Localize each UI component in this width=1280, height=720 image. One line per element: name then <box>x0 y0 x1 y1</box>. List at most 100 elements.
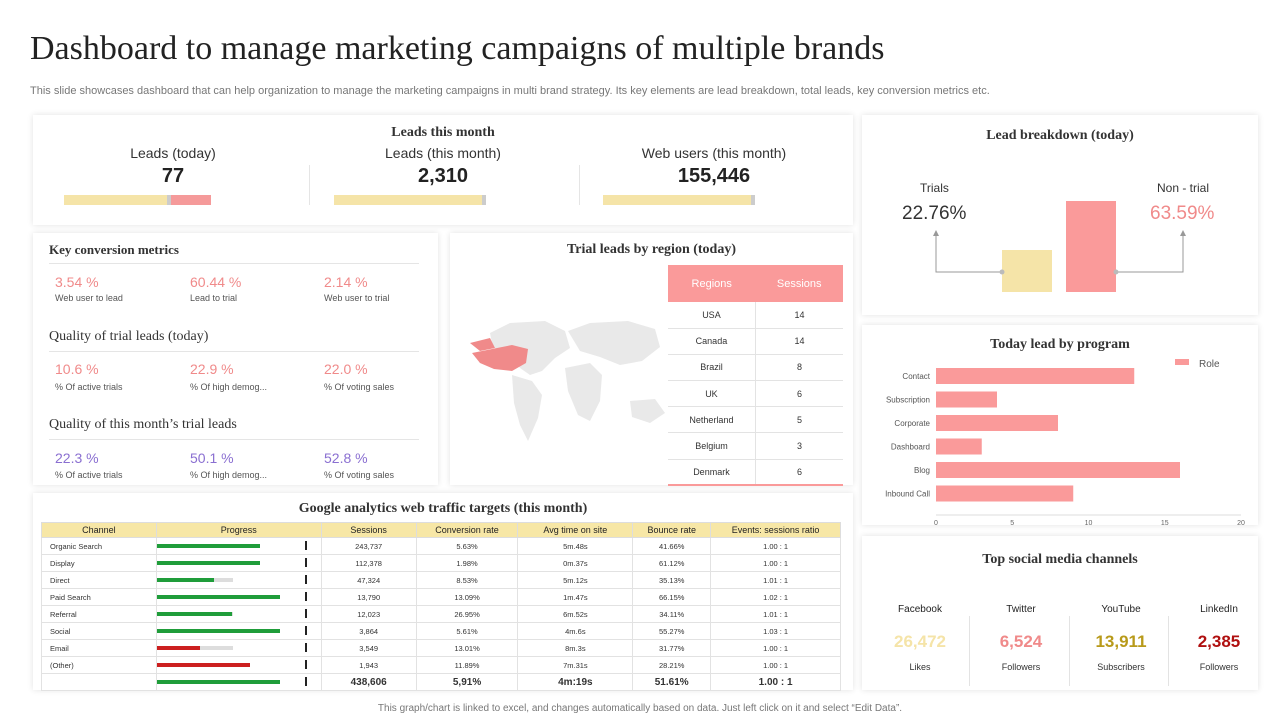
progress-bar <box>156 674 307 690</box>
progress-cell <box>155 673 322 691</box>
kpi-bar-marker <box>482 195 486 205</box>
column-header: Progress <box>155 522 322 538</box>
bar-dashboard <box>936 438 982 455</box>
table-row: Social 3,864 5.61% 4m.6s 55.27% 1.03 : 1 <box>41 622 841 640</box>
channel-cell: Display <box>41 554 157 572</box>
africa-region <box>565 363 602 421</box>
category-label: Dashboard <box>891 443 930 452</box>
progress-cell <box>155 639 322 657</box>
eurasia-region <box>568 321 660 365</box>
table-row: Direct 47,324 8.53% 5m.12s 35.13% 1.01 : 1 <box>41 571 841 589</box>
sessions-cell: 3,864 <box>320 622 417 640</box>
conversion-cell: 8.53% <box>415 571 519 589</box>
region-name: Belgium <box>668 432 756 460</box>
sessions-cell: 112,378 <box>320 554 417 572</box>
bounce-cell: 31.77% <box>632 639 712 657</box>
page-subtitle: This slide showcases dashboard that can … <box>30 85 990 97</box>
category-label: Corporate <box>894 419 930 428</box>
column-header: Sessions <box>755 265 843 302</box>
nontrial-connector <box>1116 233 1184 273</box>
progress-cell <box>155 656 322 674</box>
kpi-bar-web-users <box>603 195 751 205</box>
category-label: Blog <box>914 466 930 475</box>
divider <box>1069 616 1070 686</box>
target-marker <box>304 660 307 669</box>
target-marker <box>304 609 307 618</box>
progress-bar <box>156 538 307 554</box>
region-sessions: 6 <box>755 380 843 408</box>
target-marker <box>304 626 307 635</box>
social-card: Top social media channels Facebook 26,47… <box>862 536 1258 690</box>
legend-label: Role <box>1199 359 1220 370</box>
bounce-cell: 61.12% <box>632 554 712 572</box>
target-marker <box>304 592 307 601</box>
divider <box>49 439 419 440</box>
social-title: Top social media channels <box>982 552 1138 567</box>
trials-label: Trials <box>920 181 949 195</box>
sessions-cell: 243,737 <box>320 537 417 555</box>
metric-label: % Of high demog... <box>190 382 268 392</box>
ratio-cell: 1.00 : 1 <box>710 656 841 674</box>
quality-month-title: Quality of this month’s trial leads <box>49 417 237 432</box>
table-row: Brazil 8 <box>668 354 843 382</box>
progress-fill <box>156 544 261 548</box>
channel-cell: Direct <box>41 571 157 589</box>
channel-cell: Social <box>41 622 157 640</box>
analytics-card: Google analytics web traffic targets (th… <box>33 493 853 691</box>
divider <box>969 616 970 686</box>
conversion-cell: 26.95% <box>415 605 519 623</box>
kpi-value: 155,446 <box>677 165 751 187</box>
bounce-cell: 34.11% <box>632 605 712 623</box>
total-bounce-cell: 51.61% <box>632 673 712 691</box>
table-row: Belgium 3 <box>668 432 843 460</box>
progress-bar <box>156 623 307 639</box>
bar-contact <box>936 368 1135 384</box>
progress-fill <box>156 595 280 599</box>
progress-bar <box>156 572 307 588</box>
avg_time-cell: 4m.6s <box>517 622 634 640</box>
kpi-bar-leads-target <box>171 195 211 205</box>
table-row: Organic Search 243,737 5.63% 5m.48s 41.66% 1.… <box>41 537 841 555</box>
avg_time-cell: 5m.48s <box>517 537 634 555</box>
table-header-row: Channel Progress Sessions Conversion rat… <box>41 522 841 538</box>
region-sessions: 14 <box>755 328 843 355</box>
bar-subscription <box>936 391 997 408</box>
divider <box>49 351 419 352</box>
quality-today-title: Quality of trial leads (today) <box>49 329 209 344</box>
nontrial-arrow-icon <box>1180 230 1186 236</box>
social-youtube: YouTube 13,911 Subscribers <box>1071 604 1171 672</box>
program-chart-card: Today lead by program Role Contact Subscr… <box>862 325 1258 525</box>
sessions-cell: 13,790 <box>320 588 417 606</box>
region-name: Netherland <box>668 406 756 434</box>
kpi-web-users: Web users (this month) 155,446 <box>604 145 824 188</box>
progress-cell <box>155 554 322 572</box>
progress-fill <box>156 578 214 582</box>
metric-label: % Of active trials <box>55 470 123 480</box>
analytics-title: Google analytics web traffic targets (th… <box>298 501 588 516</box>
kpi-bar-marker <box>167 195 171 205</box>
table-row: (Other) 1,943 11.89% 7m.31s 28.21% 1.00 : 1 <box>41 656 841 674</box>
column-header: Channel <box>41 522 157 538</box>
metric-value: 22.3 % <box>55 450 99 466</box>
progress-bar <box>156 555 307 571</box>
nontrial-bar <box>1066 201 1116 292</box>
metric-value: 22.0 % <box>324 361 368 377</box>
region-sessions: 5 <box>755 406 843 434</box>
kpi-value: 77 <box>161 165 185 187</box>
column-header: Avg time on site <box>517 522 634 538</box>
usa-region <box>472 345 528 371</box>
trials-bar <box>1002 250 1052 292</box>
ratio-cell: 1.00 : 1 <box>710 554 841 572</box>
bounce-cell: 41.66% <box>632 537 712 555</box>
channel-metric: Subscribers <box>1097 662 1145 672</box>
channel-value: 26,472 <box>894 632 946 651</box>
ratio-cell: 1.01 : 1 <box>710 571 841 589</box>
channel-value: 2,385 <box>1197 632 1241 651</box>
table-row: Denmark 6 <box>668 459 843 486</box>
bounce-cell: 35.13% <box>632 571 712 589</box>
kpi-bar-marker <box>751 195 755 205</box>
bar-inbound-call <box>936 485 1074 502</box>
trials-connector <box>935 233 1002 273</box>
table-row: Paid Search 13,790 13.09% 1m.47s 66.15% 1.02 … <box>41 588 841 606</box>
progress-fill <box>156 629 280 633</box>
